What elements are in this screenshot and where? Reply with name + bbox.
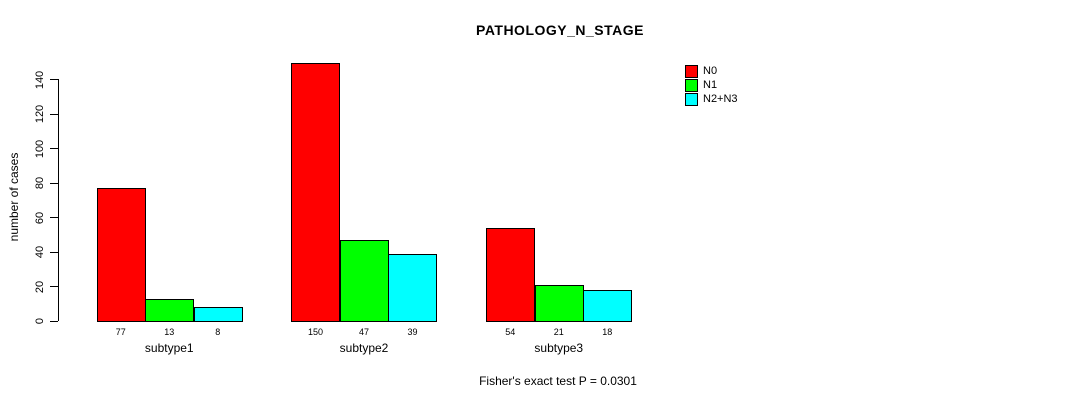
y-axis-tick bbox=[50, 286, 58, 288]
legend-row: N0 bbox=[685, 64, 738, 78]
y-axis-title: number of cases bbox=[7, 152, 21, 242]
footer-annotation: Fisher's exact test P = 0.0301 bbox=[479, 374, 637, 388]
bar-subtype3-N1 bbox=[535, 285, 584, 322]
bar-value-label: 21 bbox=[553, 327, 564, 337]
bar-value-label: 39 bbox=[407, 327, 418, 337]
legend: N0 N1 N2+N3 bbox=[685, 64, 738, 106]
bar-subtype2-N1 bbox=[340, 240, 389, 322]
y-axis-tick bbox=[50, 148, 58, 150]
bar-subtype1-N1 bbox=[145, 299, 194, 322]
legend-swatch-icon bbox=[685, 92, 698, 106]
bar-subtype2-N2+N3 bbox=[388, 254, 437, 322]
legend-label: N0 bbox=[703, 65, 718, 77]
y-axis-tick-label: 80 bbox=[34, 177, 46, 190]
y-axis-tick bbox=[50, 79, 58, 81]
x-category-label-subtype2: subtype2 bbox=[339, 341, 389, 355]
bar-value-label: 150 bbox=[307, 327, 324, 337]
x-category-label-subtype1: subtype1 bbox=[144, 341, 194, 355]
legend-row: N1 bbox=[685, 78, 738, 92]
y-axis-tick-label: 100 bbox=[34, 139, 46, 158]
y-axis-tick bbox=[50, 182, 58, 184]
y-axis-tick-label: 140 bbox=[34, 70, 46, 89]
y-axis-tick-label: 0 bbox=[34, 317, 46, 325]
bar-value-label: 54 bbox=[505, 327, 516, 337]
bar-subtype1-N0 bbox=[97, 188, 146, 322]
y-axis-tick bbox=[50, 113, 58, 115]
chart-title: PATHOLOGY_N_STAGE bbox=[476, 22, 644, 38]
x-category-label-subtype3: subtype3 bbox=[534, 341, 584, 355]
bar-value-label: 18 bbox=[602, 327, 613, 337]
bar-subtype3-N0 bbox=[486, 228, 535, 322]
y-axis-tick bbox=[50, 251, 58, 253]
y-axis-tick bbox=[50, 217, 58, 219]
legend-swatch-icon bbox=[685, 64, 698, 78]
legend-swatch-icon bbox=[685, 78, 698, 92]
y-axis-tick bbox=[50, 320, 58, 322]
bar-value-label: 77 bbox=[115, 327, 126, 337]
bar-value-label: 47 bbox=[358, 327, 370, 337]
legend-label: N2+N3 bbox=[703, 93, 738, 105]
bar-value-label: 8 bbox=[215, 327, 221, 337]
y-axis-tick-label: 20 bbox=[34, 280, 46, 293]
y-axis-tick-label: 120 bbox=[34, 105, 46, 124]
y-axis-tick-label: 60 bbox=[34, 211, 46, 224]
bar-subtype3-N2+N3 bbox=[583, 290, 632, 322]
bar-subtype1-N2+N3 bbox=[194, 307, 243, 322]
bar-value-label: 13 bbox=[164, 327, 175, 337]
y-axis-tick-label: 40 bbox=[34, 245, 46, 259]
legend-row: N2+N3 bbox=[685, 92, 738, 106]
legend-label: N1 bbox=[703, 79, 718, 91]
y-axis-line bbox=[58, 79, 59, 321]
bar-subtype2-N0 bbox=[291, 63, 340, 322]
